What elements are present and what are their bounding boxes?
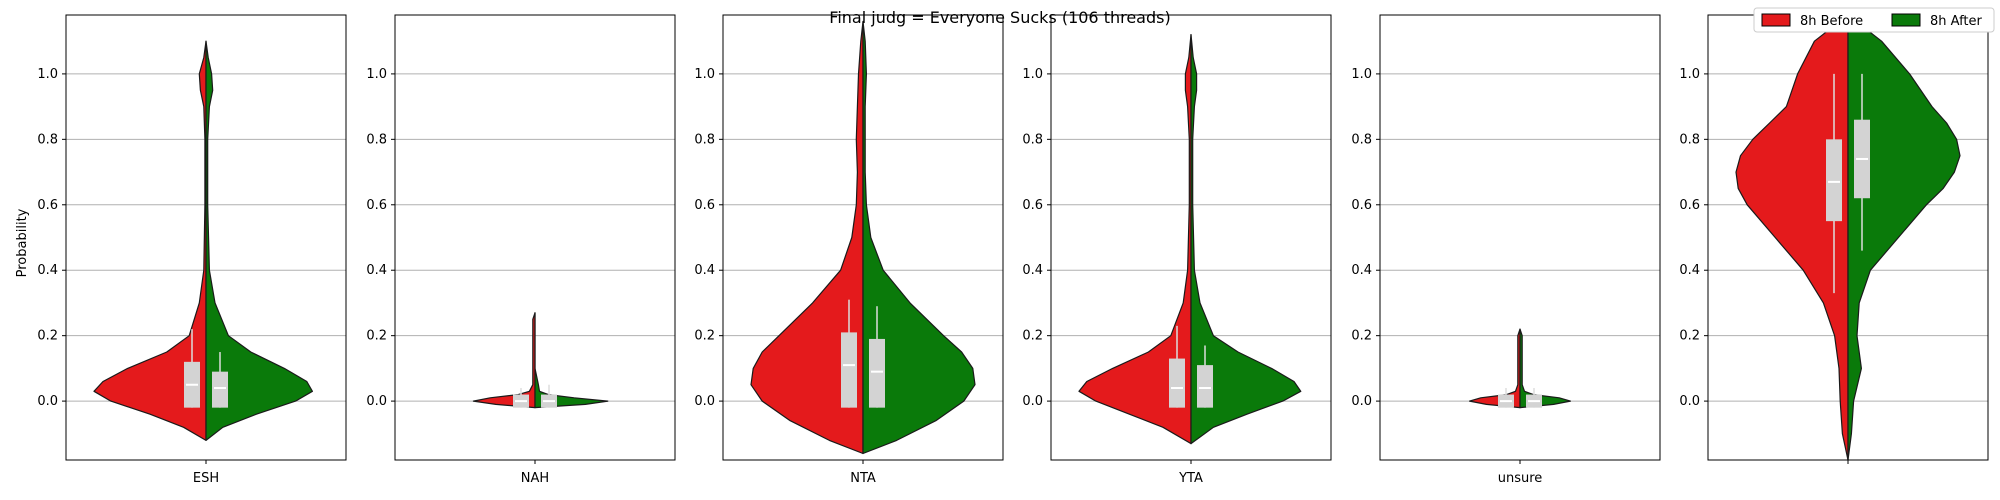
y-tick-label: 0.2 — [1679, 329, 1700, 344]
y-tick-label: 0.4 — [1022, 263, 1043, 278]
y-tick-label: 0.0 — [1022, 394, 1043, 409]
x-category-label: ESH — [193, 471, 219, 486]
legend-label: 8h After — [1930, 14, 1983, 29]
x-category-label: NAH — [521, 471, 549, 486]
box-before-8h — [841, 332, 857, 408]
y-tick-label: 1.0 — [366, 67, 387, 82]
y-tick-label: 0.4 — [366, 263, 387, 278]
y-tick-label: 0.0 — [1679, 394, 1700, 409]
violin-before-8h — [1735, 14, 1849, 461]
y-tick-label: 0.6 — [1022, 198, 1043, 213]
legend-swatch — [1891, 13, 1921, 27]
x-category-label: NTA — [850, 471, 876, 486]
violin-after-8h — [1847, 14, 1961, 461]
y-tick-label: 1.0 — [37, 67, 58, 82]
box-after-8h — [212, 371, 228, 408]
y-tick-label: 0.0 — [366, 394, 387, 409]
x-category-label: unsure — [1498, 471, 1543, 486]
y-tick-label: 0.6 — [1679, 198, 1700, 213]
box-before-8h — [1169, 358, 1185, 408]
violin-after-8h — [1190, 34, 1302, 445]
y-tick-label: 0.0 — [37, 394, 58, 409]
violin-panel-ESH: 0.0 0.2 0.4 0.6 0.8 1.0 ESH — [37, 14, 347, 486]
legend: 8h Before 8h After — [1753, 7, 1995, 33]
y-tick-label: 0.2 — [1351, 329, 1372, 344]
y-tick-label: 0.0 — [694, 394, 715, 409]
violin-after-8h — [1519, 328, 1571, 409]
y-tick-label: 0.8 — [1022, 132, 1043, 147]
y-tick-label: 0.4 — [37, 263, 58, 278]
violin-after-8h — [205, 40, 313, 441]
box-after-8h — [1197, 365, 1213, 408]
y-tick-label: 1.0 — [1679, 67, 1700, 82]
legend-swatch — [1761, 13, 1791, 27]
x-category-label: YTA — [1178, 471, 1203, 486]
y-tick-label: 0.8 — [1351, 132, 1372, 147]
y-tick-label: 0.0 — [1351, 394, 1372, 409]
y-tick-label: 1.0 — [1022, 67, 1043, 82]
y-tick-label: 0.4 — [1351, 263, 1372, 278]
y-tick-label: 0.6 — [37, 198, 58, 213]
y-tick-label: 0.8 — [694, 132, 715, 147]
y-tick-label: 0.4 — [1679, 263, 1700, 278]
violin-before-8h — [472, 312, 536, 409]
legend-label: 8h Before — [1800, 14, 1863, 29]
violin-panel-NTA: 0.0 0.2 0.4 0.6 0.8 1.0 NTA — [694, 14, 1004, 486]
y-tick-label: 1.0 — [694, 67, 715, 82]
violin-panel-final: 0.0 0.2 0.4 0.6 0.8 1.0 — [1679, 14, 1989, 464]
y-tick-label: 0.6 — [694, 198, 715, 213]
y-tick-label: 0.6 — [1351, 198, 1372, 213]
violin-panel-YTA: 0.0 0.2 0.4 0.6 0.8 1.0 YTA — [1022, 14, 1332, 486]
y-tick-label: 0.4 — [694, 263, 715, 278]
y-tick-label: 0.6 — [366, 198, 387, 213]
violin-after-8h — [862, 20, 976, 455]
box-after-8h — [869, 338, 885, 408]
violin-after-8h — [534, 312, 609, 409]
y-tick-label: 0.2 — [694, 329, 715, 344]
panels-layer: 0.0 0.2 0.4 0.6 0.8 1.0 ESH 0.0 0.2 0.4 0.6 0.8 1.0 N… — [37, 14, 1989, 486]
y-axis-label: Probability — [15, 208, 30, 277]
violin-panel-NAH: 0.0 0.2 0.4 0.6 0.8 1.0 NAH — [366, 14, 676, 486]
y-tick-label: 0.2 — [366, 329, 387, 344]
y-tick-label: 0.8 — [37, 132, 58, 147]
y-tick-label: 0.8 — [1679, 132, 1700, 147]
y-tick-label: 0.8 — [366, 132, 387, 147]
y-tick-label: 0.2 — [37, 329, 58, 344]
y-tick-label: 0.2 — [1022, 329, 1043, 344]
box-before-8h — [1826, 139, 1842, 222]
violin-panel-unsure: 0.0 0.2 0.4 0.6 0.8 1.0 unsure — [1351, 14, 1661, 486]
chart-title: Final judg = Everyone Sucks (106 threads… — [829, 8, 1170, 27]
legend-box — [1753, 7, 1995, 33]
y-tick-label: 1.0 — [1351, 67, 1372, 82]
